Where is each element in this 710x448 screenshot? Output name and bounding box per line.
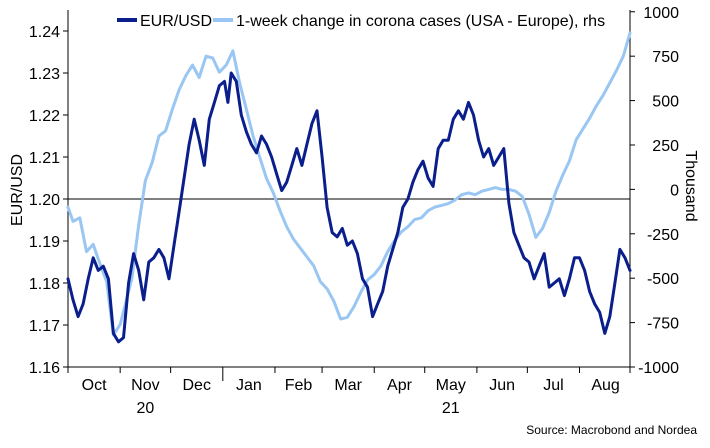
month-label: Jun	[489, 377, 515, 394]
year-label: 20	[137, 400, 155, 417]
right-axis-title: Thousand	[682, 150, 699, 221]
left-tick-label: 1.21	[29, 150, 60, 167]
right-tick-label: -750	[647, 316, 679, 333]
right-tick-label: 500	[652, 94, 679, 111]
month-label: Dec	[182, 377, 210, 394]
plot-frame	[67, 10, 631, 368]
month-label: Aug	[591, 377, 619, 394]
month-label: Jul	[543, 377, 563, 394]
month-label: Apr	[387, 377, 413, 394]
right-tick-label: 250	[652, 138, 679, 155]
left-tick-label: 1.24	[29, 24, 60, 41]
right-tick-label: -250	[647, 227, 679, 244]
right-tick-label: 0	[670, 182, 679, 199]
left-axis-ticks: 1.16 1.17 1.18 1.19 1.20 1.21 1.22 1.23 1.24	[29, 24, 68, 377]
left-axis-title: EUR/USD	[9, 154, 26, 226]
left-tick-label: 1.17	[29, 318, 60, 335]
left-tick-label: 1.23	[29, 66, 60, 83]
right-tick-label: -1000	[638, 360, 679, 377]
left-tick-label: 1.16	[29, 360, 60, 377]
month-label: Feb	[285, 377, 313, 394]
right-tick-label: 750	[652, 49, 679, 66]
eurusd-series-line	[66, 71, 632, 344]
month-label: Nov	[131, 377, 159, 394]
legend-label-eurusd: EUR/USD	[140, 13, 212, 30]
month-label: Mar	[334, 377, 362, 394]
right-tick-label: 1000	[643, 5, 679, 22]
x-axis-ticks: Oct Nov 20 Dec Jan Feb Mar Apr May 21 Jun Jul Aug	[67, 367, 631, 417]
month-label: Jan	[236, 377, 262, 394]
left-tick-label: 1.20	[29, 192, 60, 209]
left-tick-label: 1.18	[29, 276, 60, 293]
right-tick-label: -500	[647, 271, 679, 288]
legend: EUR/USD 1-week change in corona cases (US…	[117, 13, 605, 30]
legend-label-corona: 1-week change in corona cases (USA - Eur…	[236, 13, 605, 30]
source-note: Source: Macrobond and Nordea	[526, 423, 697, 437]
year-label: 21	[442, 400, 460, 417]
month-label: Oct	[82, 377, 107, 394]
left-tick-label: 1.22	[29, 108, 60, 125]
right-axis-ticks: -1000 -750 -500 -250 0 250 500 750 1000	[630, 5, 679, 377]
left-tick-label: 1.19	[29, 234, 60, 251]
corona-cases-series-line	[66, 31, 632, 337]
series-layer	[66, 31, 632, 344]
month-label: May	[436, 377, 466, 394]
